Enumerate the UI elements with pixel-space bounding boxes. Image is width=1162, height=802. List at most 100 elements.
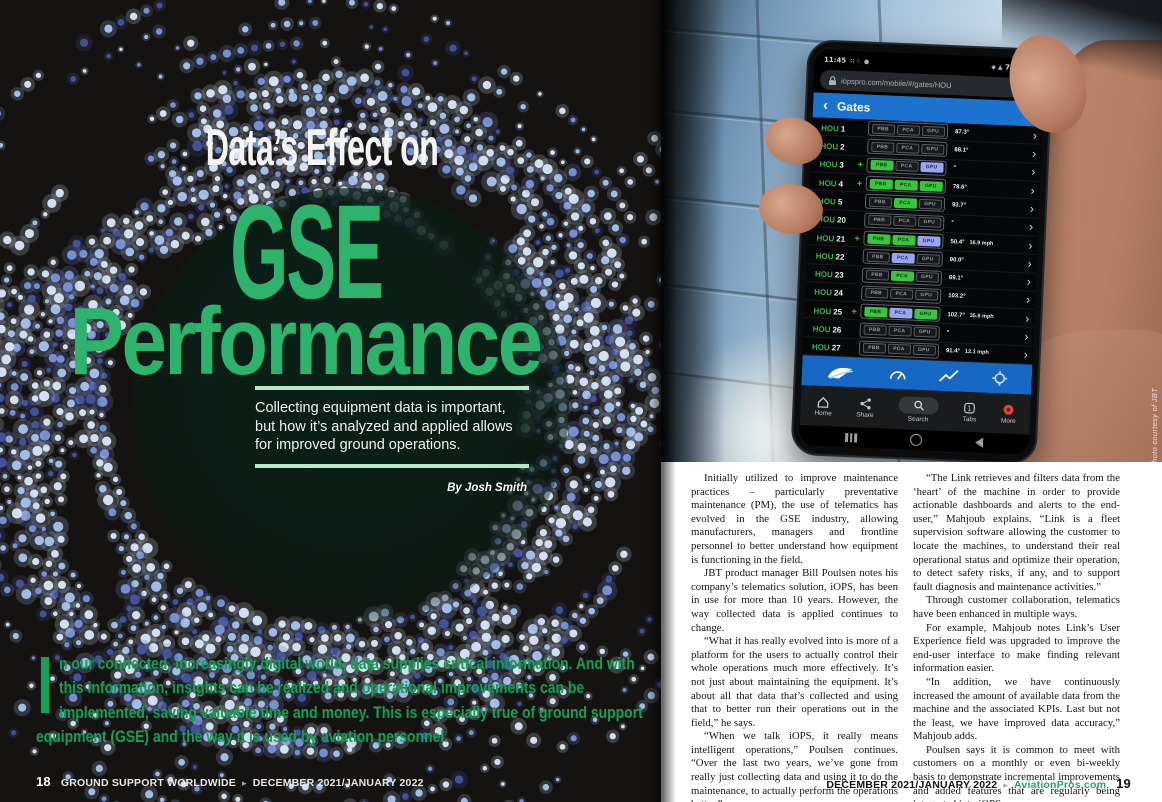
badge-pbb: PBB: [869, 160, 894, 171]
aviationpros-link[interactable]: AviationPros.com: [1014, 779, 1107, 791]
left-page: Data’s Effect on GSE Performance Collect…: [0, 0, 661, 802]
search-pill: [898, 396, 939, 415]
title-performance: Performance: [69, 288, 543, 395]
badge-pca: PCA: [887, 325, 912, 337]
article-paragraph: For example, Mahjoub notes Link’s User E…: [913, 621, 1120, 675]
gate-plus-indicator: +: [851, 305, 857, 317]
phone-screen: 11:45∷ ☾ ● ◆ ▲ 74% iopspro.com/mobile/#/…: [798, 49, 1046, 455]
gate-wind: 35.6 mph: [969, 312, 994, 320]
badge-pbb: PBB: [862, 343, 886, 354]
right-page: 11:45∷ ☾ ● ◆ ▲ 74% iopspro.com/mobile/#/…: [661, 0, 1162, 802]
gate-badges: PBB PCA GPU: [863, 212, 945, 231]
badge-pca: PCA: [894, 161, 919, 173]
lock-icon: [828, 75, 837, 85]
chevron-right-icon: ›: [1023, 347, 1029, 362]
badge-pca: PCA: [895, 142, 920, 154]
gate-temperature: 88.1°: [954, 147, 969, 154]
edge-shadow-decoration: [661, 0, 725, 462]
browser-share-button[interactable]: Share: [856, 397, 874, 419]
article-paragraph: “The Link retrieves and filters data fro…: [913, 472, 1120, 593]
gate-temperature: 102.7°: [947, 311, 965, 319]
android-back-button[interactable]: [974, 437, 984, 448]
gate-name: HOU 22: [815, 251, 845, 262]
gate-temperature: 93.7°: [951, 202, 967, 209]
browser-nav-bar: Home Share Search 1 Tabs: [799, 385, 1032, 435]
badge-pbb: PBB: [864, 288, 888, 300]
home-circle-button[interactable]: [909, 433, 923, 447]
badge-pca: PCA: [896, 124, 920, 136]
badge-gpu: GPU: [914, 290, 938, 302]
badge-pca: PCA: [888, 307, 913, 319]
article-body: Initially utilized to improve maintenanc…: [661, 462, 1162, 802]
badge-gpu: GPU: [919, 180, 943, 192]
gate-plus-indicator: +: [856, 177, 863, 189]
gate-badges: PBB PCA GPU: [860, 285, 942, 304]
gear-icon[interactable]: [991, 370, 1008, 387]
back-button[interactable]: ‹: [822, 96, 829, 114]
gate-temperature: °: [946, 330, 950, 337]
gate-temperature: °: [951, 220, 954, 227]
signal-wifi-icons: ◆ ▲: [991, 63, 1003, 72]
nav-label: Search: [907, 415, 929, 424]
gate-name: HOU 1: [820, 123, 846, 134]
gate-badges: PBB PCA GPU: [861, 267, 943, 286]
folio-arrow-icon: ▸: [242, 778, 247, 788]
gate-badges: PBB PCA GPU: [862, 248, 944, 268]
deck-block: Collecting equipment data is important, …: [255, 386, 529, 494]
clock: 11:45: [823, 55, 847, 65]
deck-rule-bottom: [255, 463, 529, 468]
notification-icons: ∷ ☾ ●: [850, 57, 870, 66]
badge-gpu: GPU: [919, 162, 944, 174]
tabs-icon: 1: [964, 402, 976, 414]
nav-label: Share: [856, 410, 874, 419]
article-paragraph: JBT product manager Bill Poulsen notes h…: [691, 567, 898, 634]
browser-search-button[interactable]: Search: [898, 396, 939, 424]
home-icon: [818, 396, 829, 408]
badge-pca: PCA: [890, 270, 914, 282]
chevron-right-icon: ›: [1025, 292, 1031, 308]
svg-text:1: 1: [968, 404, 973, 412]
article-col-2: “The Link retrieves and filters data fro…: [913, 472, 1120, 802]
gauge-icon[interactable]: [888, 366, 907, 383]
folio-arrow-icon: ▸: [1003, 780, 1009, 790]
left-page-number: 18: [36, 774, 51, 789]
gate-name: HOU 21: [816, 233, 846, 244]
dropcap-bar: [40, 657, 50, 713]
search-icon: [913, 400, 924, 411]
badge-pbb: PBB: [870, 141, 895, 153]
badge-gpu: GPU: [916, 235, 941, 247]
browser-more-button[interactable]: More: [1001, 403, 1017, 425]
gate-badges: PBB PCA GPU: [866, 157, 947, 176]
gate-name: HOU 3: [819, 159, 844, 170]
gate-temperature: 69.1°: [948, 275, 964, 282]
chevron-right-icon: ›: [1028, 219, 1034, 234]
nav-label: More: [1000, 416, 1016, 425]
gate-name: HOU 25: [813, 306, 843, 317]
gate-temperature: 91.4°: [945, 348, 961, 356]
browser-tabs-button[interactable]: 1 Tabs: [963, 401, 978, 423]
badge-gpu: GPU: [920, 143, 945, 155]
browser-home-button[interactable]: Home: [814, 395, 832, 417]
gate-name: HOU 5: [817, 196, 843, 207]
gate-name: HOU 26: [812, 324, 842, 335]
magazine-name: GROUND SUPPORT WORLDWIDE: [60, 777, 237, 789]
recents-button[interactable]: [844, 432, 857, 442]
intro-text: n our connected, increasingly digital wo…: [36, 654, 643, 746]
jbt-logo-icon[interactable]: [826, 362, 857, 381]
title-gse: GSE: [230, 178, 384, 327]
badge-pbb: PBB: [865, 269, 889, 281]
left-folio: 18 GROUND SUPPORT WORLDWIDE ▸ DECEMBER 2021…: [36, 774, 424, 789]
chevron-right-icon: ›: [1031, 146, 1037, 161]
deck-text: Collecting equipment data is important, …: [255, 400, 513, 454]
gate-badges: PBB PCA GPU: [864, 193, 946, 213]
browser-url-bar[interactable]: iopspro.com/mobile/#/gates/HOU: [819, 69, 1039, 99]
trend-chart-icon[interactable]: [939, 369, 960, 384]
more-icon: [1003, 404, 1014, 415]
gate-badges: PBB PCA GPU: [867, 120, 949, 140]
share-icon: [860, 397, 871, 409]
chevron-right-icon: ›: [1032, 128, 1038, 143]
smartphone: 11:45∷ ☾ ● ◆ ▲ 74% iopspro.com/mobile/#/…: [790, 39, 1054, 462]
url-text: iopspro.com/mobile/#/gates/HOU: [840, 75, 952, 90]
gate-badges: PBB PCA GPU: [858, 340, 940, 359]
